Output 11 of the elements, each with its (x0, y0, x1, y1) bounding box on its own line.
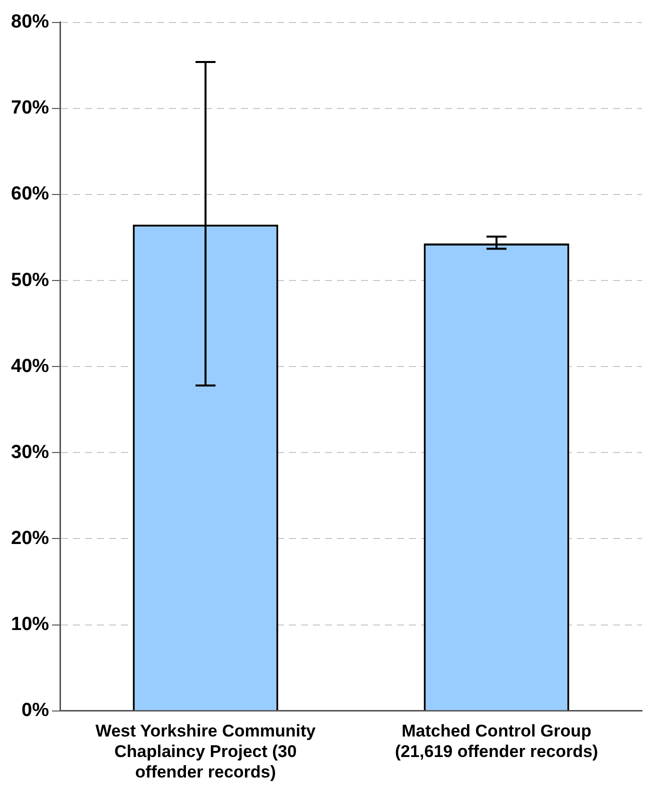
y-tick-label: 80% (10, 12, 50, 33)
y-tick-label: 70% (10, 98, 50, 119)
y-tick-label: 50% (10, 270, 50, 291)
y-tick-label: 0% (22, 700, 50, 722)
y-tick-label: 20% (10, 528, 50, 549)
y-tick-label: 10% (10, 614, 50, 635)
y-tick-label: 40% (10, 356, 50, 377)
x-tick-label: Matched Control Group (21,619 offender records) (394, 722, 598, 762)
y-tick-label: 60% (10, 184, 50, 205)
x-tick-label: West Yorkshire Community Chaplaincy Project (30 offender records) (95, 722, 316, 782)
y-tick-label: 30% (10, 442, 50, 463)
